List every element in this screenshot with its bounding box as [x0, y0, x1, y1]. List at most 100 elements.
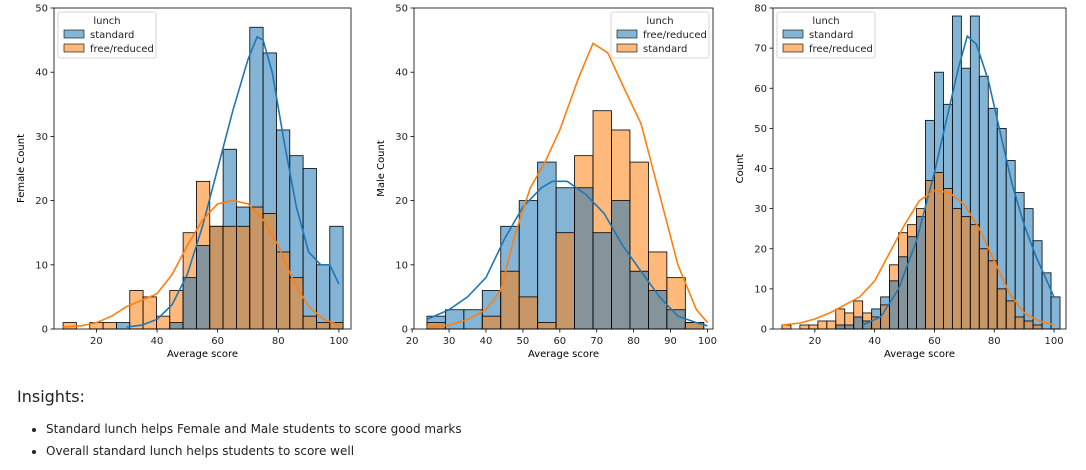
y-tick-label: 50 — [395, 4, 408, 15]
y-tick-label: 40 — [754, 164, 767, 175]
legend-swatch — [782, 29, 804, 39]
x-tick-label: 20 — [90, 336, 103, 347]
histogram-bar — [844, 324, 855, 330]
insight-bullet: Overall standard lunch helps students to… — [46, 440, 462, 462]
y-tick-label: 50 — [35, 4, 48, 15]
y-tick-label: 70 — [754, 44, 767, 55]
histogram-bar — [1005, 300, 1016, 330]
legend-swatch — [782, 43, 804, 53]
male-histogram-svg: 20 30 40 50 60 70 80 90 100 0 10 20 30 40 50 Average sc… — [376, 4, 717, 361]
histogram-bar — [817, 320, 828, 330]
plot-frame — [53, 7, 352, 330]
y-tick-label: 80 — [754, 4, 767, 15]
y-axis-label: Female Count — [16, 134, 27, 203]
plot-frame — [413, 7, 714, 330]
legend-title: lunch — [646, 16, 673, 27]
histogram-bar — [518, 296, 539, 330]
x-tick-label: 100 — [698, 336, 717, 347]
x-tick-label: 100 — [1044, 336, 1063, 347]
histogram-bar — [537, 161, 557, 330]
y-tick-label: 30 — [754, 204, 767, 215]
x-tick-label: 60 — [928, 336, 941, 347]
female-histogram-svg: 20 40 60 80 100 0 10 20 30 40 50 Average score Femal… — [16, 4, 352, 360]
bars-group — [426, 110, 705, 330]
legend-swatch — [63, 29, 85, 39]
histogram-bar — [209, 225, 224, 330]
histogram-bar — [889, 280, 899, 330]
y-tick-label: 0 — [42, 325, 48, 336]
y-axis-label: Male Count — [376, 140, 387, 197]
legend-entry: standard — [90, 30, 134, 41]
histogram-bar — [316, 322, 331, 330]
histogram-bar — [444, 309, 465, 330]
y-tick-label: 40 — [395, 68, 408, 79]
x-tick-label: 80 — [272, 336, 285, 347]
kde-line — [63, 199, 340, 328]
kde-line — [126, 35, 340, 328]
x-tick-label: 70 — [590, 336, 603, 347]
kde-line — [862, 34, 1055, 326]
histogram-bar — [1014, 192, 1025, 330]
y-axis-label: Count — [735, 154, 746, 184]
histogram-bar — [302, 315, 317, 330]
histogram-bar — [934, 172, 944, 330]
legend-entry: free/reduced — [809, 44, 873, 55]
legend-swatch — [616, 29, 638, 39]
x-tick-label: 60 — [211, 336, 224, 347]
histogram-bar — [629, 270, 649, 330]
legend-entry: free/reduced — [643, 30, 707, 41]
histogram-bar — [102, 322, 117, 330]
insights-section: Insights: Standard lunch helps Female an… — [17, 387, 462, 462]
x-tick-label: 90 — [664, 336, 677, 347]
kde-line — [781, 189, 1055, 326]
histogram-bar — [943, 188, 953, 330]
histogram-bar — [537, 322, 557, 330]
histogram-bar — [222, 225, 237, 330]
x-tick-label: 40 — [868, 336, 881, 347]
overall-histogram-chart: 20 40 60 80 100 0 10 20 30 40 50 60 70 80 Average scor… — [724, 0, 1086, 370]
histogram-bar — [835, 324, 846, 330]
histogram-bar — [799, 324, 810, 330]
x-tick-label: 50 — [517, 336, 530, 347]
legend-entry: standard — [643, 44, 687, 55]
x-tick-label: 80 — [988, 336, 1001, 347]
histogram-bar — [1023, 320, 1034, 330]
kde-line — [426, 42, 709, 328]
y-tick-label: 30 — [395, 132, 408, 143]
histogram-bar — [129, 290, 144, 330]
legend: lunch free/reduced standard — [610, 11, 710, 59]
y-tick-label: 10 — [395, 260, 408, 271]
y-tick-label: 50 — [754, 124, 767, 135]
histogram-bar — [611, 200, 631, 330]
histogram-bar — [969, 224, 980, 330]
histogram-bar — [1032, 324, 1043, 330]
histogram-bar — [169, 322, 184, 330]
histogram-bar — [960, 216, 971, 330]
legend: lunch standard free/reduced — [57, 11, 157, 59]
legend: lunch standard free/reduced — [776, 11, 876, 59]
plot-area — [781, 15, 1061, 330]
insights-list: Standard lunch helps Female and Male stu… — [17, 418, 462, 462]
male-histogram-chart: 20 30 40 50 60 70 80 90 100 0 10 20 30 40 50 Average sc… — [362, 0, 724, 370]
histogram-bar — [182, 277, 197, 330]
legend-swatch — [616, 43, 638, 53]
insight-bullet: Standard lunch helps Female and Male stu… — [46, 418, 462, 440]
histogram-bar — [574, 187, 594, 330]
kde-line — [426, 180, 708, 327]
histogram-bar — [826, 320, 837, 330]
histogram-bar — [236, 225, 251, 330]
female-histogram-chart: 20 40 60 80 100 0 10 20 30 40 50 Average score Femal… — [0, 0, 362, 370]
histogram-bar — [987, 260, 998, 330]
x-axis-label: Average score — [528, 349, 599, 360]
histogram-bar — [853, 316, 864, 330]
x-tick-label: 40 — [480, 336, 493, 347]
bars-group — [62, 26, 344, 330]
x-tick-label: 40 — [151, 336, 164, 347]
legend-swatch — [63, 43, 85, 53]
legend-title: lunch — [812, 16, 839, 27]
insights-heading: Insights: — [17, 387, 85, 406]
histogram-bar — [276, 251, 291, 330]
histogram-bar — [648, 290, 668, 330]
x-tick-label: 80 — [627, 336, 640, 347]
bars-group — [781, 15, 1061, 330]
